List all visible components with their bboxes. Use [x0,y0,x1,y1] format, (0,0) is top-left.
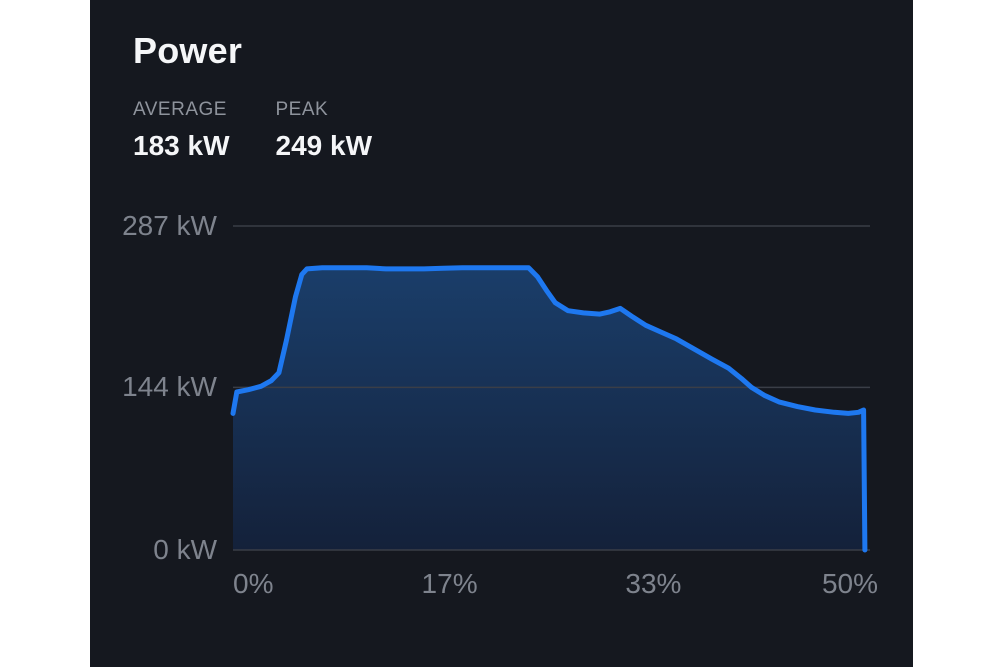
power-chart-plot[interactable] [90,0,913,667]
power-stats: AVERAGE 183 kW PEAK 249 kW [133,99,372,162]
chart-svg [230,225,870,553]
stat-peak-label: PEAK [275,99,329,120]
power-area-fill [233,267,865,550]
x-tick-17pct: 17% [421,568,478,599]
stat-average-value: 183 kW [133,130,230,161]
y-tick-0kw: 0 kW [153,534,217,565]
stat-average: AVERAGE 183 kW [133,99,230,162]
power-chart[interactable]: 287 kW 144 kW 0 kW 0% 17% 33% 50% [90,0,913,667]
y-tick-287kw: 287 kW [122,210,217,241]
stat-peak: PEAK 249 kW [276,99,373,162]
power-line [230,265,868,553]
x-tick-33pct: 33% [625,568,682,599]
x-tick-0pct: 0% [233,568,274,599]
x-tick-50pct: 50% [821,568,878,599]
stat-average-label: AVERAGE [133,99,227,120]
power-card: Power AVERAGE 183 kW PEAK 249 kW 287 kW … [90,0,913,667]
y-tick-144kw: 144 kW [122,371,217,403]
stat-peak-value: 249 kW [275,130,373,161]
power-title: Power [133,30,243,71]
